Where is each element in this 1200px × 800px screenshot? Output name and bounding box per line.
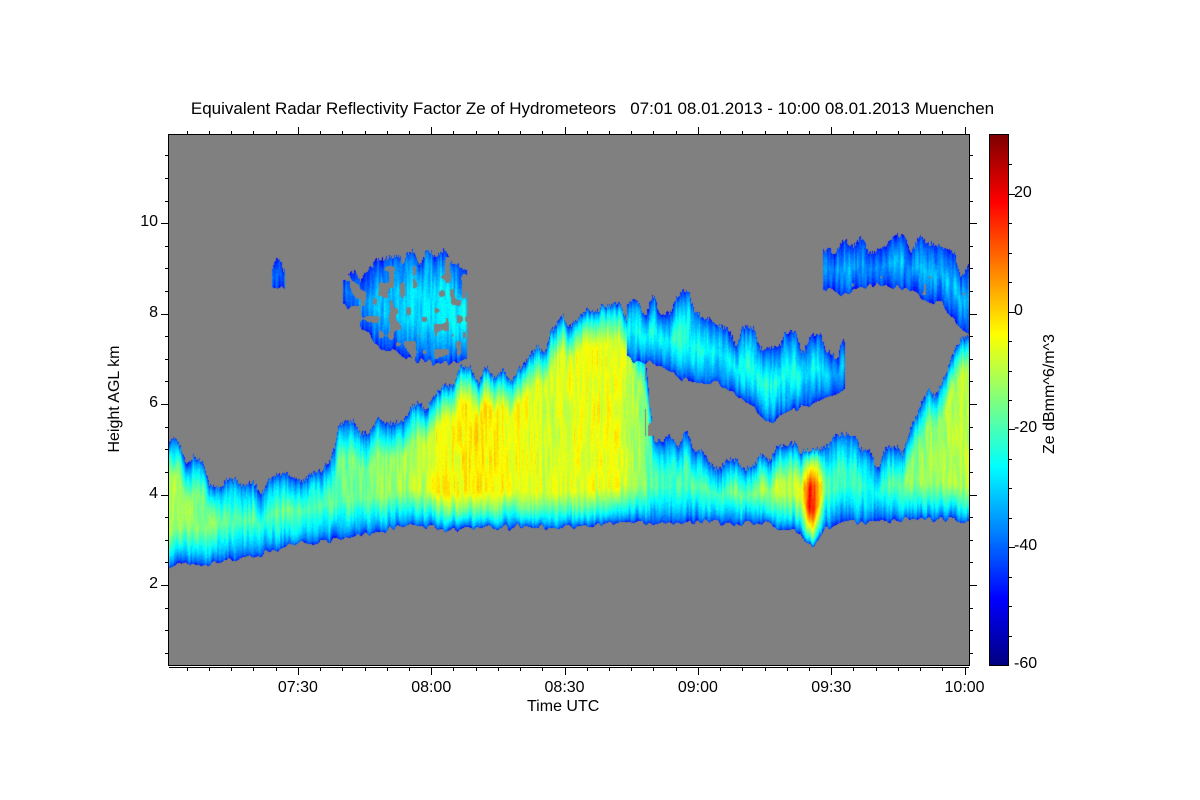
colorbar-label: Ze dBmm^6/m^3 bbox=[1041, 334, 1058, 454]
reflectivity-heatmap bbox=[169, 135, 969, 665]
x-tick-label: 08:00 bbox=[411, 679, 452, 696]
x-axis-label: Time UTC bbox=[527, 698, 600, 715]
colorbar-tick-label: 20 bbox=[1014, 183, 1032, 201]
y-tick-label: 10 bbox=[140, 213, 158, 231]
colorbar-frame bbox=[989, 134, 1009, 666]
y-tick-label: 6 bbox=[149, 394, 158, 412]
y-tick-label: 8 bbox=[149, 303, 158, 321]
chart-title: Equivalent Radar Reflectivity Factor Ze … bbox=[190, 99, 995, 118]
colorbar-tick-label: 0 bbox=[1014, 301, 1023, 319]
colorbar-tick-label: -40 bbox=[1014, 537, 1038, 555]
y-tick-label: 4 bbox=[149, 484, 158, 502]
x-tick-label: 08:30 bbox=[544, 679, 585, 696]
colorbar-tick-label: -60 bbox=[1014, 655, 1038, 672]
colorbar-tick-label: -20 bbox=[1014, 419, 1038, 437]
y-tick-label: 2 bbox=[149, 574, 158, 592]
x-tick-label: 09:30 bbox=[811, 679, 852, 696]
x-tick-label: 09:00 bbox=[677, 679, 718, 696]
colorbar bbox=[990, 135, 1008, 665]
x-tick-label: 07:30 bbox=[277, 679, 318, 696]
x-tick-label: 10:00 bbox=[944, 679, 985, 696]
plot-frame bbox=[168, 134, 970, 666]
